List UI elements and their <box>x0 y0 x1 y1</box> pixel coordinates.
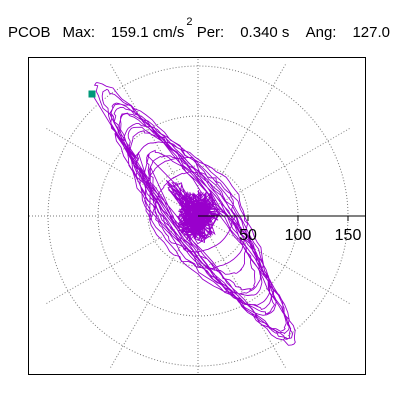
chart-header: PCOB Max: 159.1 cm/s2 Per: 0.340 s Ang: 127.… <box>8 16 391 41</box>
radial-tick-label-100: 100 <box>285 227 312 244</box>
max-unit-exponent: 2 <box>186 16 193 28</box>
grid-spoke-300 <box>197 215 286 368</box>
grid-spoke-120 <box>110 64 199 217</box>
max-value: 159.1 cm/s <box>111 24 185 41</box>
ang-value: 127.0 <box>352 24 391 41</box>
grid-spoke-150 <box>46 128 199 217</box>
ang-label: Ang: <box>305 24 337 41</box>
start-marker <box>88 90 96 98</box>
radial-tick-label-50: 50 <box>239 227 257 244</box>
particle-motion-trace <box>91 82 296 346</box>
max-label: Max: <box>62 24 96 41</box>
grid-spoke-240 <box>110 215 199 368</box>
grid-spoke-60 <box>197 64 286 217</box>
grid-spoke-330 <box>197 215 350 304</box>
radial-tick-label-150: 150 <box>335 227 362 244</box>
per-value: 0.340 s <box>240 24 290 41</box>
per-label: Per: <box>196 24 225 41</box>
station-code: PCOB <box>8 24 51 41</box>
grid-spoke-30 <box>197 128 350 217</box>
grid-spoke-210 <box>46 215 199 304</box>
